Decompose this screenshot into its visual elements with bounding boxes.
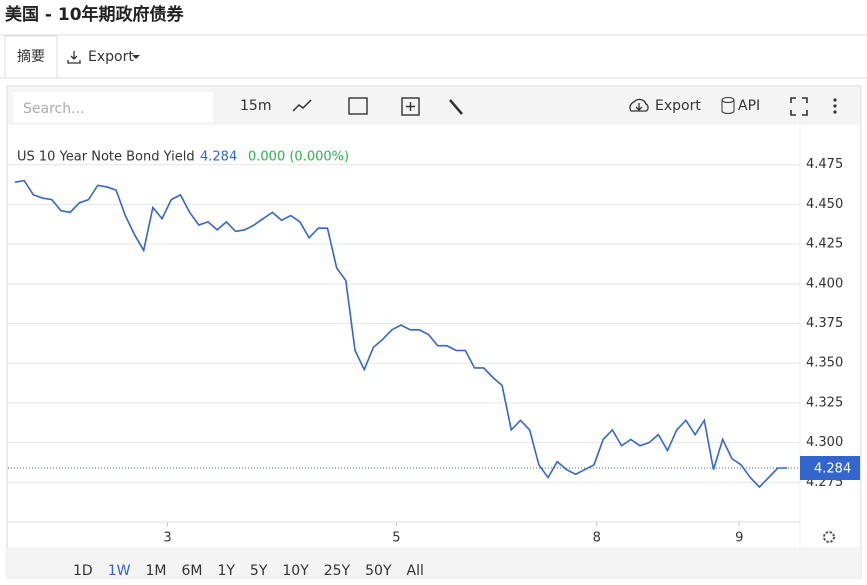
range-button[interactable]: 1W — [108, 563, 131, 579]
price-line — [14, 179, 787, 489]
legend-value: 4.284 — [200, 150, 237, 165]
tab-export[interactable]: Export — [88, 49, 134, 65]
legend-change: 0.000 (0.000%) — [248, 150, 349, 165]
add-plus — [406, 102, 415, 111]
y-tick-label: 4.425 — [806, 237, 843, 252]
cloud-icon[interactable] — [629, 98, 649, 112]
tab-summary[interactable]: 摘要 — [17, 48, 45, 65]
y-tick-label: 4.325 — [806, 395, 843, 410]
add-icon[interactable] — [401, 97, 420, 116]
menu-dot — [833, 110, 837, 114]
range-button[interactable]: 50Y — [365, 563, 392, 579]
range-button[interactable]: 1D — [73, 563, 93, 579]
y-tick-label: 4.475 — [806, 157, 843, 172]
settings-icon[interactable] — [823, 531, 835, 543]
y-tick-label: 4.375 — [806, 316, 843, 331]
x-tick-label: 9 — [735, 531, 743, 546]
download-icon — [67, 51, 81, 64]
page-title: 美国 - 10年期政府债券 — [5, 4, 185, 25]
calendar-icon[interactable] — [348, 97, 368, 115]
search-box[interactable] — [13, 92, 213, 122]
range-button[interactable]: 1M — [145, 563, 166, 579]
menu-dot[interactable] — [833, 98, 837, 102]
range-button[interactable]: 10Y — [282, 563, 309, 579]
caret — [132, 55, 140, 59]
fullscreen-icon[interactable] — [790, 97, 808, 116]
range-button[interactable]: 6M — [181, 563, 202, 579]
plot-background — [8, 125, 860, 547]
y-tick-label: 4.350 — [806, 356, 843, 371]
api-button[interactable]: API — [738, 98, 760, 114]
x-tick-label: 3 — [163, 531, 171, 546]
range-button[interactable]: All — [407, 563, 424, 579]
db-body — [721, 100, 735, 114]
range-button[interactable]: 25Y — [324, 563, 351, 579]
interval[interactable]: 15m — [240, 98, 271, 114]
wrench-icon[interactable] — [449, 99, 463, 115]
y-tick-label: 4.450 — [806, 197, 843, 212]
line-icon[interactable] — [292, 99, 312, 112]
x-tick-label: 5 — [392, 531, 400, 546]
x-tick-label: 8 — [593, 531, 601, 546]
menu-dot — [833, 104, 837, 108]
range-bar — [7, 548, 861, 578]
range-button[interactable]: 1Y — [217, 563, 235, 579]
legend-name: US 10 Year Note Bond Yield — [17, 150, 195, 165]
export-button[interactable]: Export — [655, 98, 701, 114]
y-tick-label: 4.300 — [806, 435, 843, 450]
range-button[interactable]: 5Y — [250, 563, 268, 579]
y-tick-label: 4.400 — [806, 276, 843, 291]
search-placeholder[interactable]: Search... — [23, 101, 84, 117]
last-price-label: 4.284 — [814, 462, 851, 477]
last-price-box — [800, 456, 860, 481]
